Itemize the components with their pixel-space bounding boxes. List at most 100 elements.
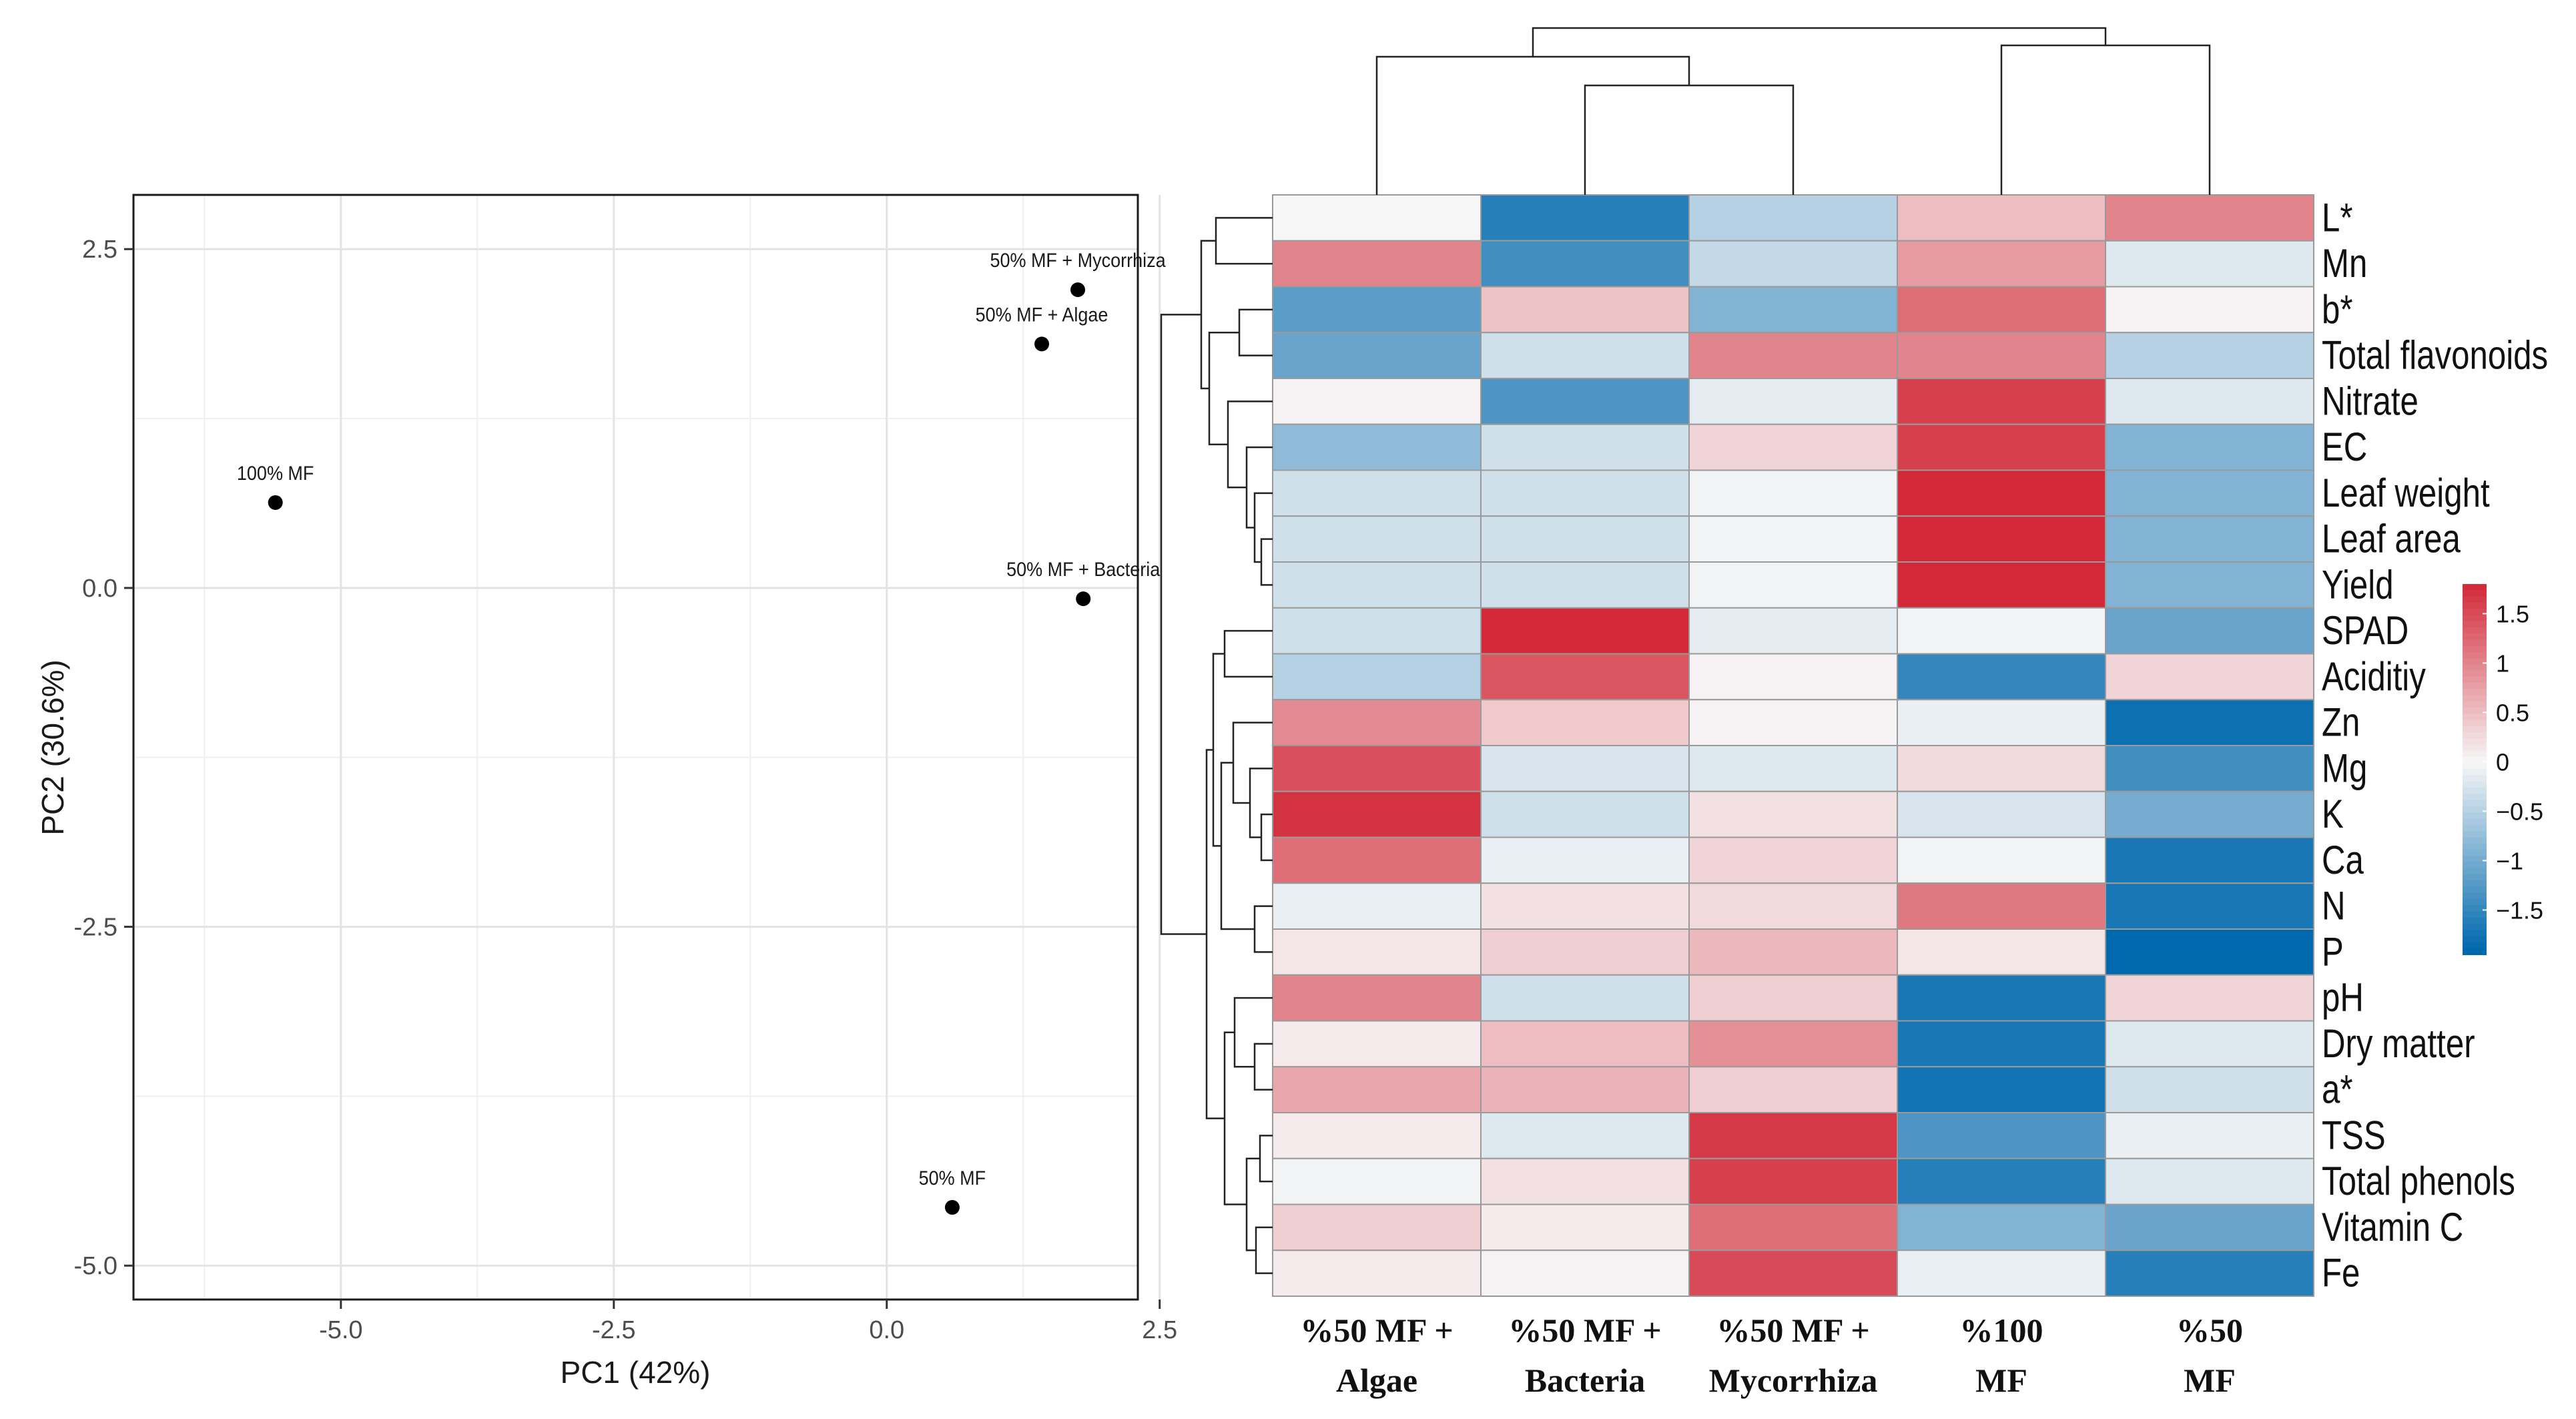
heatmap-cell-b-3	[1688, 286, 1898, 334]
color-scale-step	[2463, 639, 2487, 647]
color-scale-step	[2463, 898, 2487, 906]
heatmap-cell-mg-3	[1688, 745, 1898, 792]
color-scale-step	[2463, 763, 2487, 770]
heatmap-cell-leaf-area-1	[1272, 515, 1482, 563]
row-label-total-flavonoids: Total flavonoids	[2322, 332, 2548, 378]
row-label-b: b*	[2322, 286, 2353, 332]
heatmap-cell-nitrate-1	[1272, 378, 1482, 425]
heatmap-cell-total-flavonoids-2	[1480, 332, 1690, 379]
row-label-leaf-area: Leaf area	[2322, 516, 2461, 561]
heatmap-cell-mn-5	[2105, 240, 2314, 288]
row-label-a: a*	[2322, 1067, 2353, 1112]
heatmap-cell-dry-matter-4	[1897, 1020, 2106, 1068]
row-label-fe: Fe	[2322, 1250, 2360, 1296]
heatmap-cell-ec-1	[1272, 423, 1482, 471]
row-label-aciditiy: Aciditiy	[2322, 653, 2426, 699]
pca-plot-panel	[133, 195, 1138, 1300]
color-scale-step	[2463, 689, 2487, 696]
color-scale-step	[2463, 602, 2487, 609]
heatmap-cell-mg-2	[1480, 745, 1690, 792]
heatmap-cell-leaf-area-4	[1897, 515, 2106, 563]
row-label-nitrate: Nitrate	[2322, 378, 2419, 424]
heatmap-cell-ec-4	[1897, 423, 2106, 471]
heatmap-cell-ca-3	[1688, 836, 1898, 884]
row-label-ph: pH	[2322, 974, 2364, 1020]
heatmap-cell-k-5	[2105, 790, 2314, 838]
column-label-line1: %50	[2176, 1312, 2243, 1349]
column-label-line2: Mycorrhiza	[1709, 1362, 1878, 1399]
pca-point-label-50-mf-mycorrhiza: 50% MF + Mycorrhiza	[990, 250, 1165, 272]
heatmap-cell-nitrate-2	[1480, 378, 1690, 425]
heatmap-cell-tss-4	[1897, 1112, 2106, 1159]
pca-point-label-50-mf: 50% MF	[919, 1167, 986, 1190]
column-label-line2: Algae	[1336, 1362, 1417, 1399]
color-scale-step	[2463, 868, 2487, 875]
color-scale-step	[2463, 837, 2487, 844]
column-dendrogram-link	[1584, 84, 1795, 195]
heatmap-cell-ca-5	[2105, 836, 2314, 884]
heatmap-cell-tss-2	[1480, 1112, 1690, 1159]
heatmap-cell-ph-5	[2105, 974, 2314, 1022]
color-scale-step	[2463, 892, 2487, 900]
row-dendrogram-link	[1255, 1226, 1273, 1274]
heatmap-cell-nitrate-3	[1688, 378, 1898, 425]
heatmap-cell-dry-matter-3	[1688, 1020, 1898, 1068]
row-dendrogram-link	[1260, 813, 1273, 862]
color-scale-step	[2463, 757, 2487, 764]
heatmap-cell-leaf-weight-4	[1897, 469, 2106, 517]
color-scale-step	[2463, 942, 2487, 949]
row-dendrogram-link	[1260, 538, 1273, 586]
heatmap-cell-p-5	[2105, 928, 2314, 976]
color-scale-tick-label: 1	[2496, 649, 2509, 677]
heatmap-cell-fe-1	[1272, 1249, 1482, 1297]
heatmap-cell-total-phenols-2	[1480, 1157, 1690, 1205]
heatmap-cell-spad-1	[1272, 607, 1482, 655]
color-scale-step	[2463, 905, 2487, 912]
heatmap-cell-dry-matter-1	[1272, 1020, 1482, 1068]
color-scale-step	[2463, 769, 2487, 776]
color-scale-step	[2463, 911, 2487, 918]
color-scale-step	[2463, 707, 2487, 715]
column-dendrogram	[1375, 27, 2211, 195]
pca-point-label-100-mf: 100% MF	[237, 463, 314, 485]
heatmap-cell-ca-2	[1480, 836, 1690, 884]
pca-point-50-mf	[944, 1199, 960, 1215]
color-scale-step	[2463, 794, 2487, 801]
color-scale-tick-label: 0	[2496, 748, 2509, 776]
heatmap-cell-l-2	[1480, 194, 1690, 242]
row-dendrogram-link	[1233, 997, 1273, 1068]
pca-points: 100% MF 50% MF + Mycorrhiza 50% MF + Algae…	[237, 250, 1166, 1215]
heatmap-cell-n-4	[1897, 882, 2106, 930]
heatmap-cell-ph-3	[1688, 974, 1898, 1022]
heatmap-cell-n-3	[1688, 882, 1898, 930]
heatmap-cell-mn-3	[1688, 240, 1898, 288]
row-dendrogram-link	[1160, 314, 1207, 935]
heatmap-cell-total-phenols-5	[2105, 1157, 2314, 1205]
color-scale-step	[2463, 664, 2487, 671]
heatmap-cell-aciditiy-1	[1272, 653, 1482, 701]
pca-point-label-50-mf-algae: 50% MF + Algae	[976, 304, 1108, 326]
heatmap-cell-spad-2	[1480, 607, 1690, 655]
row-label-p: P	[2322, 929, 2344, 974]
color-scale-tick-label: 1.5	[2496, 600, 2529, 627]
pca-plot: -5.0 -2.5 0.0 2.5 2.5 0.0 -2.5 -5.0 100% MF 50% …	[35, 194, 1177, 1390]
row-label-zn: Zn	[2322, 699, 2360, 745]
row-label-total-phenols: Total phenols	[2322, 1158, 2515, 1203]
heatmap-cell-k-2	[1480, 790, 1690, 838]
color-scale-step	[2463, 658, 2487, 665]
heatmap-cell-leaf-area-5	[2105, 515, 2314, 563]
heatmap-cell-l-4	[1897, 194, 2106, 242]
color-scale-step	[2463, 714, 2487, 721]
heatmap-cell-vitamin-c-5	[2105, 1203, 2314, 1251]
color-scale-tick-label: 0.5	[2496, 699, 2529, 726]
column-label-line1: %50 MF +	[1300, 1312, 1453, 1349]
heatmap-cell-l-1	[1272, 194, 1482, 242]
color-scale-step	[2463, 726, 2487, 733]
pca-y-tick-label: 0.0	[82, 575, 117, 603]
heatmap-cell-k-3	[1688, 790, 1898, 838]
column-label-line1: %50 MF +	[1508, 1312, 1661, 1349]
heatmap-cell-leaf-weight-5	[2105, 469, 2314, 517]
